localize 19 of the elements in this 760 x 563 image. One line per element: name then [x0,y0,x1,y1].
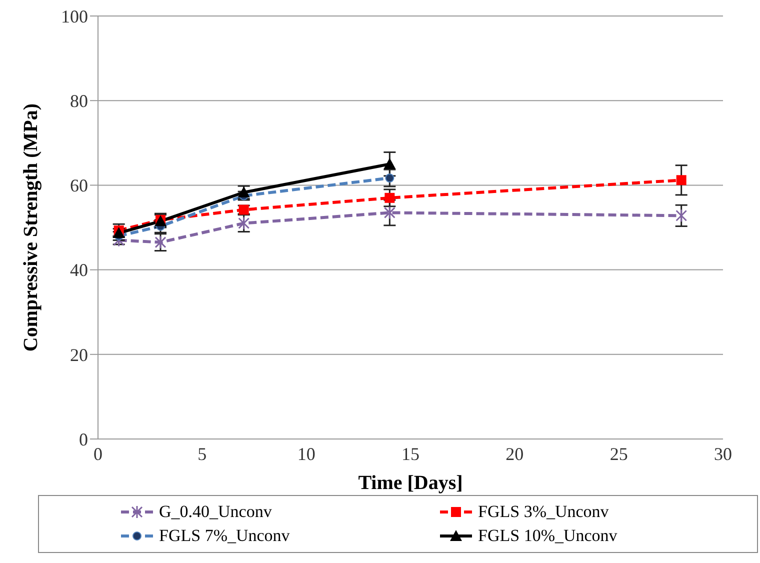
y-tick-label: 60 [70,176,88,196]
legend-label: FGLS 10%_Unconv [478,526,618,546]
y-axis-title: Compressive Strength (MPa) [20,103,42,352]
y-tick-label: 20 [70,344,88,365]
x-tick-label: 0 [94,444,102,464]
legend-label: FGLS 7%_Unconv [159,526,290,546]
x-axis-title: Time [Days] [358,472,463,494]
x-tick-label: 20 [506,444,524,464]
y-tick-label: 0 [79,429,88,450]
y-tick-label: 40 [70,260,88,280]
x-tick-label: 5 [198,444,207,464]
legend-label: G_0.40_Unconv [159,502,272,522]
x-tick-label: 10 [297,444,316,464]
x-tick-label: 25 [610,444,628,464]
legend-label: FGLS 3%_Unconv [478,502,609,522]
x-tick-label: 15 [402,444,420,464]
x-tick-label: 30 [714,444,732,464]
y-tick-label: 100 [61,6,88,26]
y-tick-label: 80 [70,90,88,111]
